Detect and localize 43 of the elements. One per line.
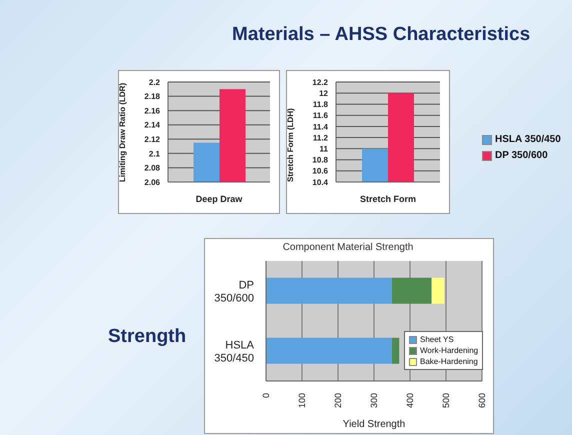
y-tick-label: 2.16: [144, 106, 161, 116]
legend-label: HSLA 350/450: [495, 133, 561, 147]
x-tick-label: Stretch Form: [360, 194, 416, 204]
y-tick-label: 2.18: [144, 92, 161, 102]
bar: [266, 338, 392, 364]
y-tick-label: 2.1: [148, 149, 161, 158]
y-tick-label: 2.14: [144, 120, 161, 130]
y-tick-label: 2.06: [144, 178, 161, 187]
x-tick-label: 400: [405, 393, 415, 408]
y-tick-label: 10.8: [312, 156, 329, 165]
chart-title: Component Material Strength: [282, 241, 414, 253]
y-tick-label: 12: [319, 88, 329, 98]
bar: [266, 278, 392, 304]
bar: [432, 278, 444, 304]
legend-label: Work-Hardening: [420, 345, 478, 356]
text: Strength: [108, 326, 186, 348]
x-tick-label: 0: [261, 393, 271, 398]
x-tick-label: Deep Draw: [196, 194, 244, 204]
y-tick-label: 2.12: [144, 134, 161, 144]
y-tick-label: 12.2: [312, 78, 329, 87]
y-tick-label: 11: [320, 144, 329, 154]
text: Materials – AHSS Characteristics: [232, 24, 530, 46]
y-tick-label: 11.4: [312, 122, 329, 132]
y-axis-title: Stretch Form (LDH): [286, 108, 295, 182]
x-tick-label: 300: [369, 393, 379, 408]
bar: [392, 338, 400, 364]
legend-label: Bake-Hardening: [420, 356, 478, 367]
y-tick-label: 2.2: [148, 78, 161, 87]
x-tick-label: 500: [441, 393, 451, 408]
x-axis-title: Yield Strength: [342, 419, 406, 430]
bar: [392, 278, 432, 304]
y-tick-label: 11.2: [312, 133, 329, 142]
x-tick-label: 200: [333, 393, 343, 408]
x-tick-label: 100: [297, 393, 307, 408]
y-tick-label: 10.6: [312, 166, 329, 176]
y-tick-label: 10.4: [312, 178, 329, 187]
x-tick-label: 600: [477, 393, 487, 408]
legend-label: DP 350/600: [495, 149, 548, 163]
y-tick-label: 11.6: [312, 111, 329, 120]
y-axis-title: Limiting Draw Ratio (LDR): [118, 82, 127, 182]
legend-label: Sheet YS: [420, 334, 454, 345]
y-tick-label: 11.8: [312, 100, 329, 110]
y-tick-label: 2.08: [144, 164, 161, 173]
